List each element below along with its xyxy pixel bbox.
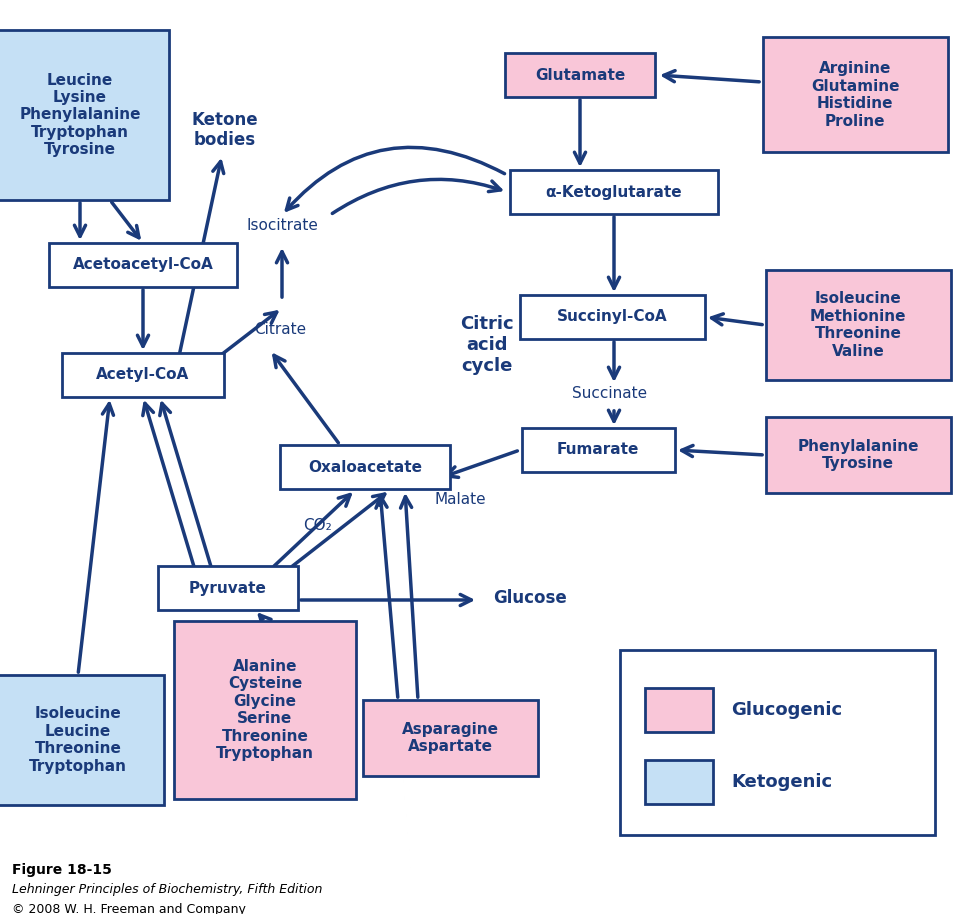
FancyBboxPatch shape	[49, 243, 237, 287]
Text: CO₂: CO₂	[303, 517, 332, 533]
FancyArrowPatch shape	[74, 203, 86, 237]
Text: Ketogenic: Ketogenic	[731, 773, 832, 791]
FancyArrowPatch shape	[300, 594, 471, 606]
FancyArrowPatch shape	[259, 615, 271, 627]
FancyBboxPatch shape	[0, 30, 169, 200]
FancyArrowPatch shape	[376, 496, 398, 697]
FancyBboxPatch shape	[766, 417, 950, 493]
FancyArrowPatch shape	[609, 410, 619, 421]
FancyArrowPatch shape	[609, 217, 619, 288]
Text: Isoleucine
Leucine
Threonine
Tryptophan: Isoleucine Leucine Threonine Tryptophan	[29, 707, 127, 773]
FancyBboxPatch shape	[766, 270, 950, 380]
FancyBboxPatch shape	[362, 700, 537, 776]
FancyBboxPatch shape	[620, 650, 935, 835]
Text: Malate: Malate	[434, 493, 485, 507]
FancyBboxPatch shape	[522, 428, 674, 472]
FancyArrowPatch shape	[292, 494, 385, 567]
FancyArrowPatch shape	[446, 451, 517, 477]
Text: Asparagine
Aspartate: Asparagine Aspartate	[402, 722, 499, 754]
Text: Succinyl-CoA: Succinyl-CoA	[557, 310, 667, 324]
FancyBboxPatch shape	[763, 37, 948, 153]
FancyArrowPatch shape	[197, 312, 276, 373]
Text: Ketone
bodies: Ketone bodies	[192, 111, 258, 149]
FancyBboxPatch shape	[505, 53, 655, 97]
Text: Oxaloacetate: Oxaloacetate	[308, 460, 422, 474]
Text: Lehninger Principles of Biochemistry, Fifth Edition: Lehninger Principles of Biochemistry, Fi…	[12, 884, 323, 897]
FancyArrowPatch shape	[175, 162, 223, 372]
FancyBboxPatch shape	[280, 445, 450, 489]
Text: Glucogenic: Glucogenic	[731, 701, 842, 719]
Text: Leucine
Lysine
Phenylalanine
Tryptophan
Tyrosine: Leucine Lysine Phenylalanine Tryptophan …	[19, 73, 141, 157]
FancyArrowPatch shape	[143, 403, 195, 568]
Text: Succinate: Succinate	[572, 386, 647, 400]
Text: Arginine
Glutamine
Histidine
Proline: Arginine Glutamine Histidine Proline	[811, 61, 899, 129]
FancyArrowPatch shape	[609, 342, 619, 378]
Text: Acetyl-CoA: Acetyl-CoA	[96, 367, 190, 382]
FancyBboxPatch shape	[158, 566, 298, 610]
FancyBboxPatch shape	[174, 621, 356, 799]
FancyArrowPatch shape	[276, 251, 288, 297]
FancyArrowPatch shape	[138, 290, 148, 346]
FancyBboxPatch shape	[645, 688, 713, 732]
FancyArrowPatch shape	[286, 147, 505, 210]
Text: Isoleucine
Methionine
Threonine
Valine: Isoleucine Methionine Threonine Valine	[810, 292, 906, 358]
Text: Alanine
Cysteine
Glycine
Serine
Threonine
Tryptophan: Alanine Cysteine Glycine Serine Threonin…	[216, 659, 314, 761]
FancyBboxPatch shape	[62, 353, 224, 397]
FancyArrowPatch shape	[332, 179, 501, 214]
Text: Phenylalanine
Tyrosine: Phenylalanine Tyrosine	[797, 439, 919, 472]
Text: Citrate: Citrate	[254, 323, 306, 337]
FancyArrowPatch shape	[664, 70, 759, 82]
FancyArrowPatch shape	[575, 100, 586, 164]
FancyArrowPatch shape	[274, 494, 351, 566]
Text: Figure 18-15: Figure 18-15	[12, 863, 112, 877]
Text: Citric
acid
cycle: Citric acid cycle	[460, 315, 514, 375]
Text: Fumarate: Fumarate	[557, 442, 639, 458]
FancyArrowPatch shape	[682, 445, 763, 456]
Text: Pyruvate: Pyruvate	[189, 580, 267, 596]
FancyArrowPatch shape	[712, 314, 763, 324]
Text: α-Ketoglutarate: α-Ketoglutarate	[546, 185, 683, 199]
FancyArrowPatch shape	[273, 356, 338, 442]
FancyBboxPatch shape	[0, 675, 164, 805]
FancyBboxPatch shape	[519, 295, 705, 339]
Text: Glucose: Glucose	[493, 589, 567, 607]
Text: Isocitrate: Isocitrate	[247, 218, 318, 232]
FancyBboxPatch shape	[645, 760, 713, 804]
FancyArrowPatch shape	[112, 202, 139, 238]
FancyArrowPatch shape	[160, 403, 211, 568]
FancyArrowPatch shape	[401, 496, 418, 697]
FancyBboxPatch shape	[510, 170, 718, 214]
Text: Acetoacetyl-CoA: Acetoacetyl-CoA	[72, 258, 214, 272]
FancyArrowPatch shape	[406, 469, 432, 479]
Text: Glutamate: Glutamate	[534, 68, 625, 82]
Text: © 2008 W. H. Freeman and Company: © 2008 W. H. Freeman and Company	[12, 904, 246, 914]
FancyArrowPatch shape	[78, 404, 114, 672]
